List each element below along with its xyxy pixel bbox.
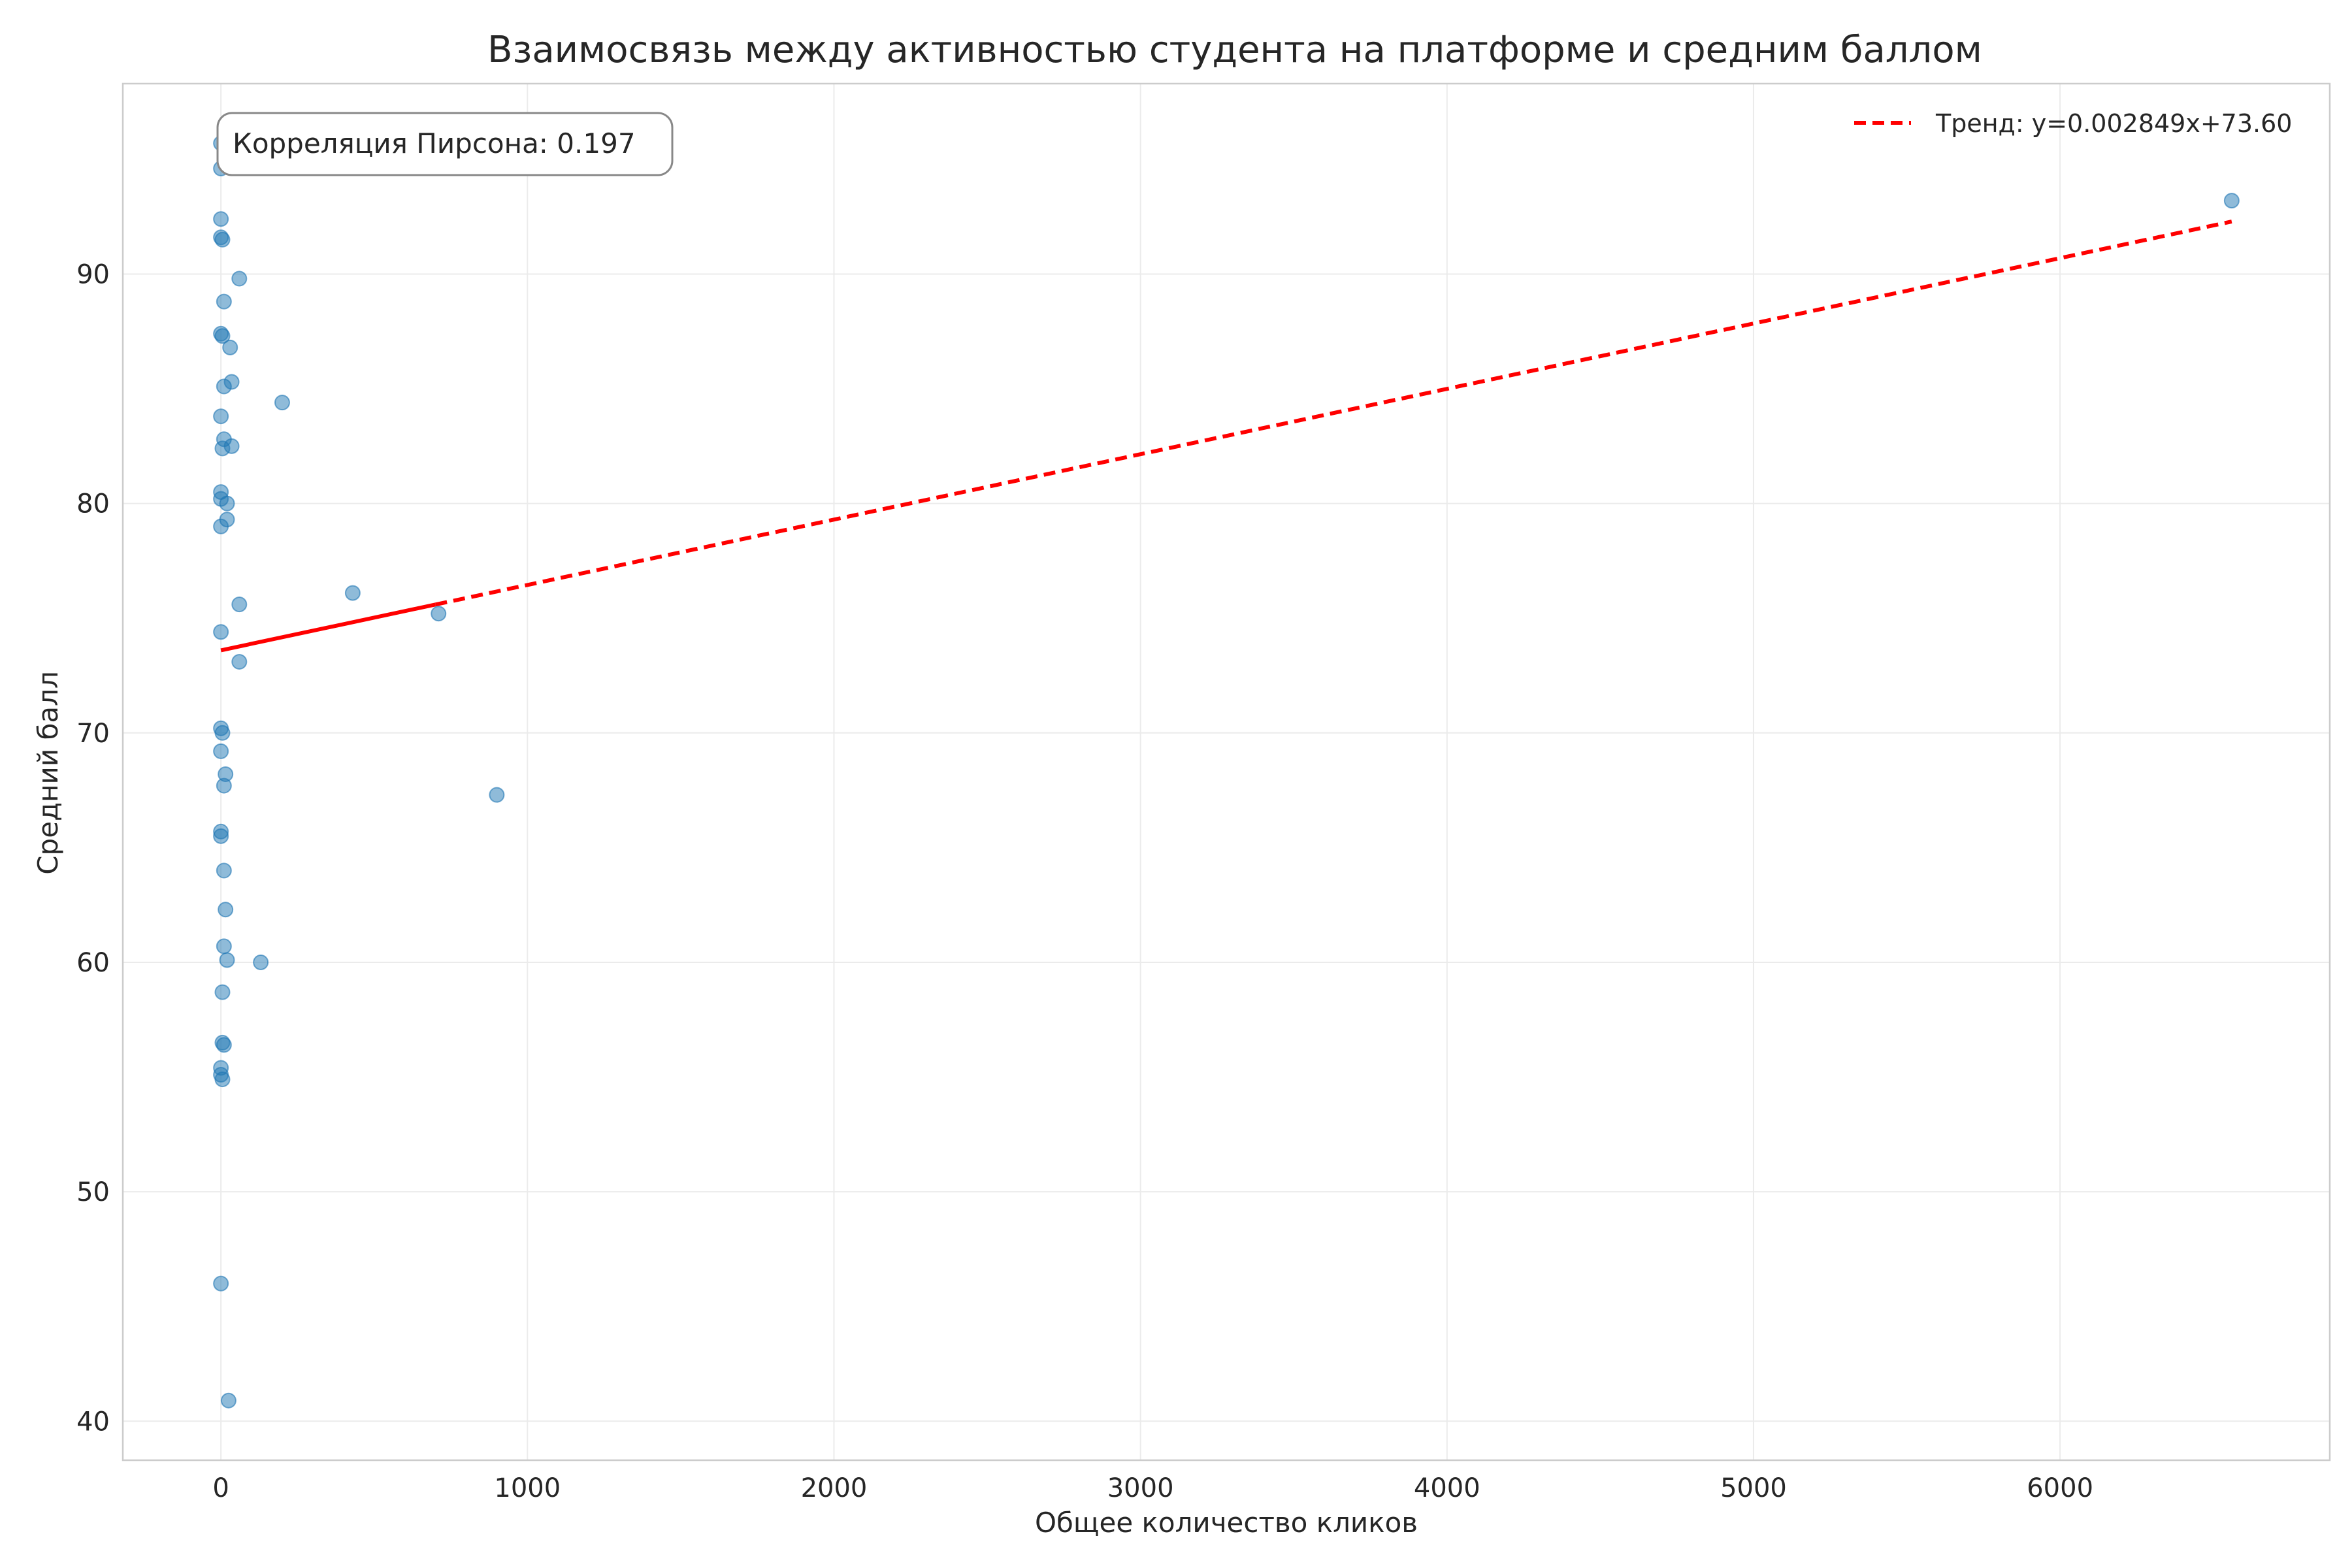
data-point — [213, 408, 229, 425]
correlation-annotation: Корреляция Пирсона: 0.197 — [216, 112, 674, 176]
data-point — [2223, 193, 2240, 209]
y-tick-label: 50 — [76, 1177, 110, 1207]
trend-line-solid — [220, 602, 436, 653]
data-point — [214, 984, 231, 1000]
data-point — [222, 339, 238, 355]
data-point — [274, 395, 290, 411]
x-tick-label: 2000 — [801, 1473, 868, 1503]
x-tick-label: 4000 — [1414, 1473, 1480, 1503]
data-point — [216, 378, 232, 395]
data-point — [214, 440, 231, 457]
x-tick-label: 0 — [212, 1473, 229, 1503]
annotation-box — [216, 112, 674, 176]
data-point — [218, 902, 234, 918]
legend-trend-label: Тренд: y=0.002849x+73.60 — [1935, 109, 2292, 138]
scatter-points — [213, 135, 2240, 1409]
plot-frame — [122, 82, 2331, 1462]
data-point — [216, 938, 232, 955]
x-tick-label: 6000 — [2027, 1473, 2093, 1503]
annotation-text: Корреляция Пирсона: 0.197 — [233, 127, 636, 159]
data-point — [219, 952, 235, 968]
data-point — [219, 495, 235, 512]
data-point — [220, 1392, 237, 1409]
trend-line-layer — [220, 220, 2232, 653]
data-point — [216, 777, 232, 794]
x-tick-label: 1000 — [494, 1473, 561, 1503]
data-point — [213, 624, 229, 640]
y-axis-label: Средний балл — [32, 671, 64, 875]
tick-labels: 0 1000 2000 3000 4000 5000 6000 40 50 60 70 80 90 — [76, 259, 2093, 1503]
data-point — [213, 743, 229, 759]
legend: Тренд: y=0.002849x+73.60 — [1854, 109, 2292, 138]
data-point — [214, 231, 231, 248]
data-point — [216, 293, 232, 310]
data-point — [253, 954, 269, 970]
data-point — [431, 606, 447, 622]
x-axis-label: Общее количество кликов — [1035, 1507, 1418, 1539]
data-point — [213, 828, 229, 844]
y-tick-label: 60 — [76, 948, 110, 978]
data-point — [213, 1275, 229, 1292]
y-tick-label: 80 — [76, 489, 110, 519]
data-point — [214, 328, 231, 344]
grid-lines — [123, 84, 2330, 1460]
data-point — [231, 596, 248, 613]
x-tick-label: 3000 — [1107, 1473, 1174, 1503]
data-point — [344, 585, 361, 601]
y-tick-label: 40 — [76, 1407, 110, 1437]
trend-line-dashed — [434, 220, 2232, 607]
data-point — [489, 787, 505, 803]
data-point — [214, 725, 231, 741]
data-point — [216, 862, 232, 879]
data-point — [231, 653, 248, 670]
data-point — [214, 1071, 231, 1088]
data-point — [231, 270, 248, 287]
data-point — [216, 1037, 232, 1053]
y-tick-label: 70 — [76, 719, 110, 749]
chart-title: Взаимосвязь между активностью студента н… — [487, 29, 1982, 71]
y-tick-label: 90 — [76, 259, 110, 289]
x-tick-label: 5000 — [1720, 1473, 1787, 1503]
data-point — [213, 518, 229, 534]
data-point — [213, 211, 229, 227]
